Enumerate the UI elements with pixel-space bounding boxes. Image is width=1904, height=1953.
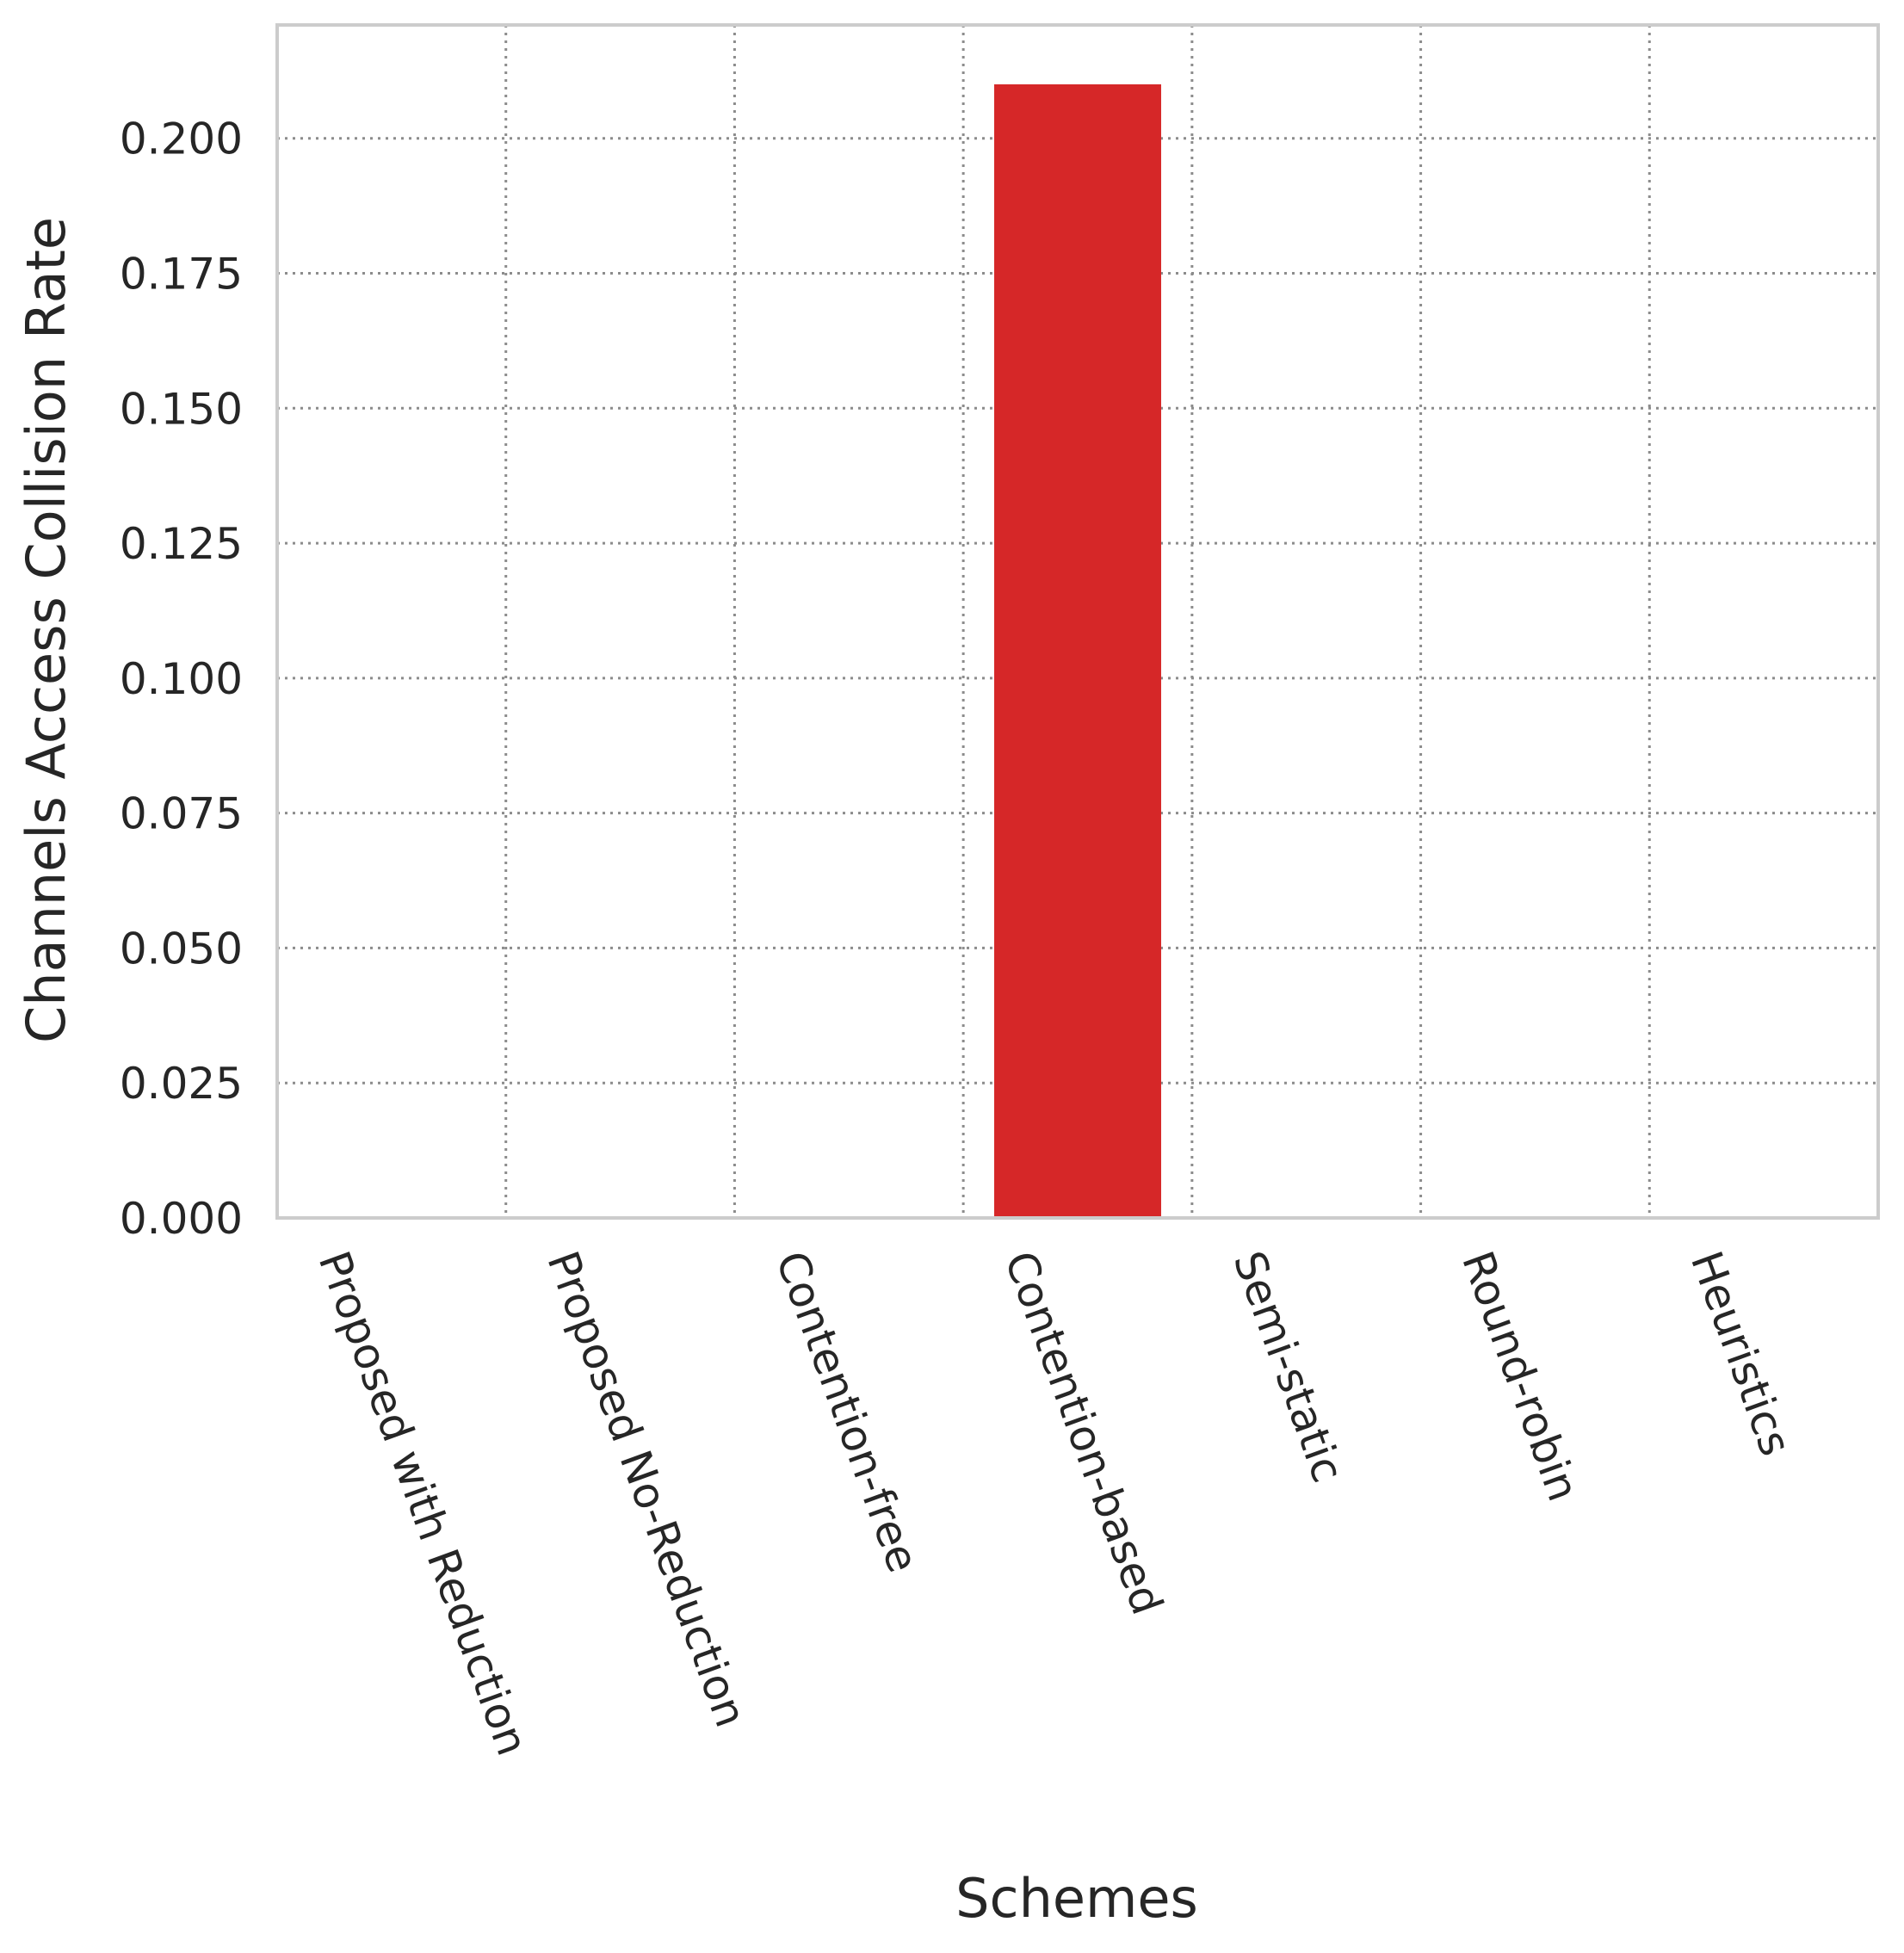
y-tick-label: 0.175 <box>120 249 243 299</box>
x-tick-label: Proposed No-Reduction <box>537 1245 756 1734</box>
x-tick-label: Heuristics <box>1681 1245 1801 1462</box>
y-tick-label: 0.075 <box>120 789 243 839</box>
x-tick-label: Proposed with Reduction <box>309 1245 538 1762</box>
bars <box>994 83 1161 1218</box>
y-tick-label: 0.150 <box>120 384 243 434</box>
y-tick-label: 0.100 <box>120 654 243 704</box>
y-tick-label: 0.050 <box>120 924 243 973</box>
x-axis-title: Schemes <box>955 1867 1198 1930</box>
x-tick-label: Contention-free <box>766 1245 928 1579</box>
x-tick-label: Round-robin <box>1452 1245 1588 1507</box>
y-tick-label: 0.025 <box>120 1059 243 1109</box>
plot-frame <box>275 23 1880 1220</box>
y-tick-label: 0.125 <box>120 519 243 569</box>
x-tick-label: Contention-based <box>995 1245 1172 1621</box>
x-axis-ticks: Proposed with Reduction Proposed No-Reduc… <box>309 1245 1801 1762</box>
y-axis-ticks: 0.000 0.025 0.050 0.075 0.100 0.125 0.150 0.175… <box>120 114 243 1244</box>
y-axis-title: Channels Access Collision Rate <box>15 217 77 1043</box>
y-tick-label: 0.000 <box>120 1194 243 1244</box>
y-tick-label: 0.200 <box>120 114 243 164</box>
x-tick-label: Semi-static <box>1223 1245 1352 1488</box>
bar-contention-based <box>994 83 1161 1218</box>
